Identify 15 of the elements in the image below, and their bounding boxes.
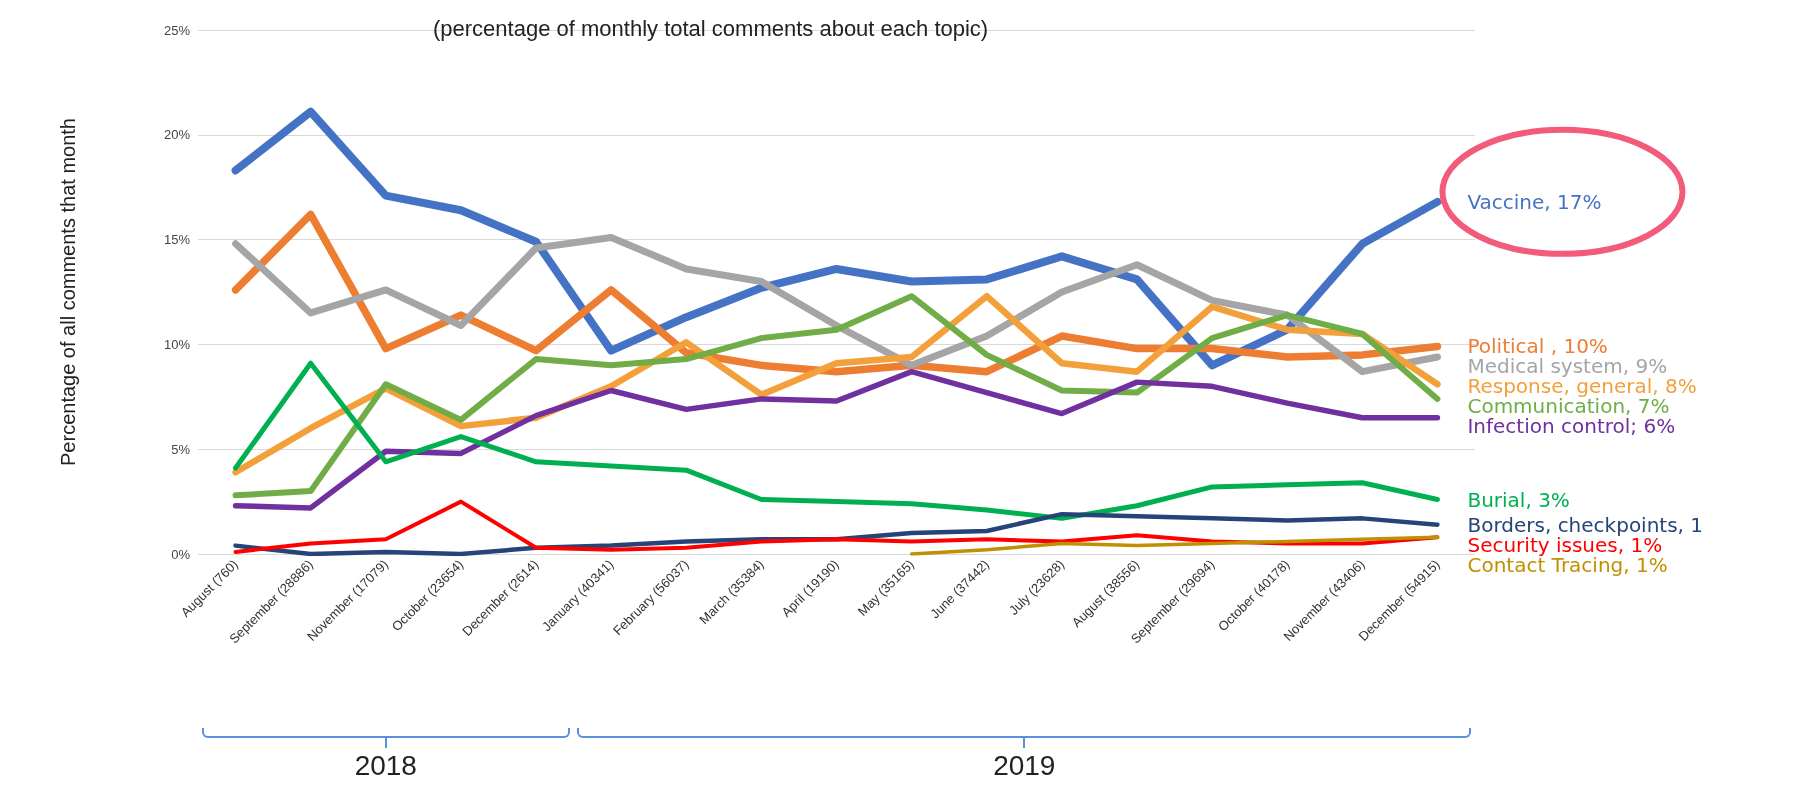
y-tick-label: 15% bbox=[163, 232, 191, 248]
y-axis-title: Percentage of all comments that month bbox=[57, 118, 79, 466]
line-series bbox=[909, 535, 1440, 556]
series-label: Burial, 3% bbox=[1467, 487, 1570, 512]
series-label: Vaccine, 17% bbox=[1467, 189, 1602, 214]
y-tick-label: 25% bbox=[163, 22, 191, 38]
series-label: Borders, checkpoints, 1 bbox=[1467, 512, 1704, 537]
text: 2018 bbox=[353, 750, 418, 782]
y-tick-label: 10% bbox=[163, 336, 191, 352]
text: 2019 bbox=[992, 750, 1057, 782]
y-tick-label: 5% bbox=[171, 441, 191, 457]
y-tick-label: 20% bbox=[163, 127, 191, 143]
chart-title: (percentage of monthly total comments about each topic) bbox=[433, 15, 989, 41]
series-label: Infection control; 6% bbox=[1467, 414, 1676, 439]
y-tick-label: 0% bbox=[171, 546, 191, 562]
